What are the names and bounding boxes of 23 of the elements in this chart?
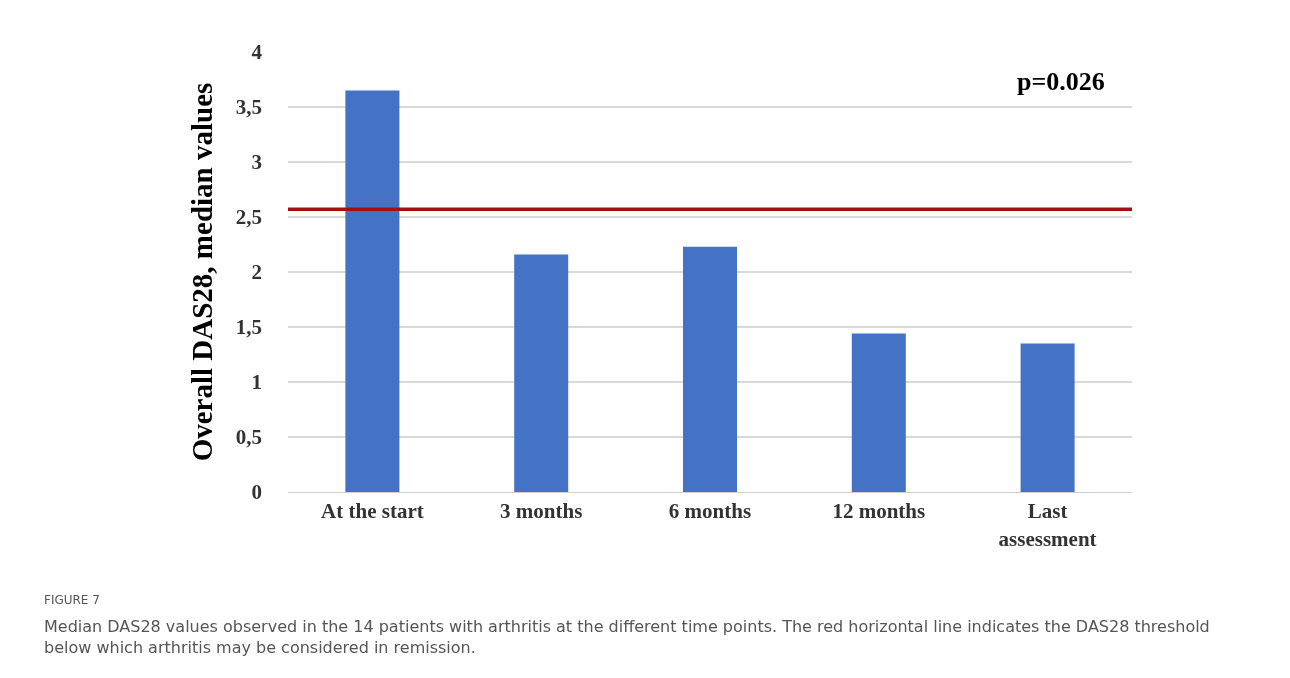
x-tick-label: Last assessment (998, 499, 1097, 551)
y-tick-label: 4 (251, 40, 263, 65)
bar (1020, 343, 1075, 492)
bar (682, 246, 738, 492)
bar (851, 333, 906, 492)
y-axis-title: Overall DAS28, median values (186, 82, 219, 462)
y-tick-label: 2,5 (235, 205, 262, 230)
x-tick-label: 12 months (832, 499, 926, 524)
bar (345, 90, 400, 492)
annotation: p=0.026 (1017, 67, 1105, 96)
caption: FIGURE 7 (44, 593, 100, 607)
y-tick-label: 1 (251, 370, 262, 395)
text: Median DAS28 values observed in the 14 patients with arthritis at the different time points. The red horizontal line indicates the DAS28 threshold below which arthritis may be considered in remission. (44, 617, 1210, 657)
y-tick-label: 0,5 (235, 425, 262, 450)
y-tick-label: 3 (251, 150, 262, 175)
bar (514, 254, 569, 492)
x-tick-label: 6 months (668, 499, 752, 524)
x-tick-label: At the start (321, 499, 424, 524)
y-tick-label: 0 (251, 480, 262, 505)
x-tick-label: 3 months (500, 499, 583, 524)
y-tick-label: 1,5 (235, 315, 262, 340)
y-tick-label: 2 (251, 260, 262, 285)
y-tick-label: 3,5 (235, 95, 262, 120)
